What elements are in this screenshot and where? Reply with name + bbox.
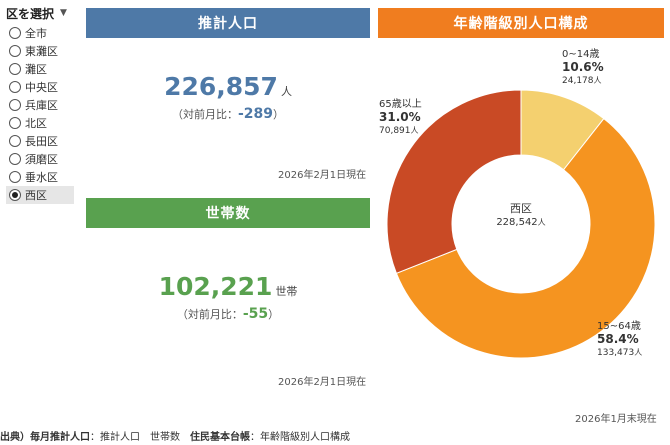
- segment-pct: 31.0%: [379, 110, 421, 124]
- segment-label-elderly: 65歳以上 31.0% 70,891人: [379, 98, 422, 138]
- segment-name: 0~14歳: [562, 49, 600, 60]
- households-diff-prefix: （対前月比：: [176, 308, 243, 321]
- population-header: 推計人口: [86, 8, 370, 38]
- households-diff-value: -55: [242, 306, 269, 322]
- district-radio-label: 中央区: [25, 81, 58, 94]
- district-radio-item[interactable]: 全市: [0, 24, 80, 42]
- population-diff: （対前月比：-289）: [86, 106, 370, 122]
- households-value-block: 102,221 世帯: [86, 272, 370, 301]
- households-as-of: 2026年2月1日現在: [278, 377, 367, 388]
- segment-unit: 人: [410, 126, 419, 135]
- district-radio-item[interactable]: 長田区: [0, 132, 80, 150]
- segment-unit: 人: [593, 76, 602, 85]
- radio-button-icon[interactable]: [9, 171, 21, 183]
- district-selector: 区を選択 ▼ 全市東灘区灘区中央区兵庫区北区長田区須磨区垂水区西区: [0, 4, 80, 204]
- age-chart-as-of: 2026年1月末現在: [575, 414, 657, 425]
- segment-name: 15~64歳: [597, 321, 641, 332]
- donut-center-name: 西区: [510, 202, 532, 215]
- age-chart-header: 年齢階級別人口構成: [378, 8, 664, 38]
- population-value-block: 226,857 人: [86, 72, 370, 101]
- district-radio-item[interactable]: 西区: [6, 186, 74, 204]
- district-radio-label: 北区: [25, 117, 47, 130]
- footer-text-2: ：年齢階級別人口構成: [250, 432, 350, 443]
- district-selector-title: 区を選択: [6, 6, 55, 21]
- households-diff-suffix: ）: [268, 308, 280, 321]
- district-radio-label: 西区: [25, 189, 47, 202]
- district-radio-label: 灘区: [25, 63, 47, 76]
- segment-people: 133,473: [597, 348, 635, 358]
- district-radio-item[interactable]: 北区: [0, 114, 80, 132]
- households-diff: （対前月比：-55）: [86, 306, 370, 322]
- district-radio-item[interactable]: 東灘区: [0, 42, 80, 60]
- radio-button-icon[interactable]: [9, 189, 21, 201]
- district-radio-item[interactable]: 須磨区: [0, 150, 80, 168]
- segment-pct: 10.6%: [562, 60, 604, 74]
- radio-button-icon[interactable]: [9, 27, 21, 39]
- donut-center-label: 西区 228,542人: [462, 202, 580, 230]
- radio-button-icon[interactable]: [9, 135, 21, 147]
- footer-source-label: 出典）: [0, 432, 30, 443]
- district-radio-label: 長田区: [25, 135, 58, 148]
- district-radio-item[interactable]: 灘区: [0, 60, 80, 78]
- households-value: 102,221: [158, 272, 273, 301]
- district-radio-label: 垂水区: [25, 171, 58, 184]
- population-value: 226,857: [164, 72, 278, 101]
- segment-label-child: 0~14歳 10.6% 24,178人: [562, 48, 604, 88]
- donut-center-unit: 人: [537, 218, 546, 227]
- segment-pct: 58.4%: [597, 332, 639, 346]
- district-radio-label: 東灘区: [25, 45, 58, 58]
- population-diff-value: -289: [237, 106, 274, 122]
- donut-center-value: 228,542: [496, 217, 538, 228]
- source-footer: 出典）毎月推計人口：推計人口 世帯数 住民基本台帳：年齢階級別人口構成: [0, 428, 350, 443]
- segment-name: 65歳以上: [379, 99, 422, 110]
- radio-button-icon[interactable]: [9, 153, 21, 165]
- donut-segment-elderly[interactable]: [386, 89, 522, 274]
- district-radio-item[interactable]: 中央区: [0, 78, 80, 96]
- footer-source-2: 住民基本台帳: [190, 432, 250, 443]
- segment-label-working: 15~64歳 58.4% 133,473人: [597, 320, 642, 360]
- population-unit: 人: [280, 85, 292, 98]
- district-radio-label: 須磨区: [25, 153, 58, 166]
- population-diff-prefix: （対前月比：: [171, 108, 238, 121]
- radio-button-icon[interactable]: [9, 63, 21, 75]
- population-diff-suffix: ）: [273, 108, 285, 121]
- district-radio-item[interactable]: 垂水区: [0, 168, 80, 186]
- radio-button-icon[interactable]: [9, 81, 21, 93]
- footer-text-1: ：推計人口 世帯数: [90, 432, 190, 443]
- footer-source-1: 毎月推計人口: [30, 432, 90, 443]
- radio-button-icon[interactable]: [9, 45, 21, 57]
- radio-button-icon[interactable]: [9, 99, 21, 111]
- population-as-of: 2026年2月1日現在: [278, 170, 367, 181]
- segment-people: 70,891: [379, 126, 411, 136]
- district-radio-label: 兵庫区: [25, 99, 58, 112]
- households-unit: 世帯: [275, 285, 298, 298]
- district-selector-header[interactable]: 区を選択 ▼: [0, 4, 80, 22]
- donut-segment-working[interactable]: [395, 117, 656, 359]
- district-radio-label: 全市: [25, 27, 47, 40]
- households-header: 世帯数: [86, 198, 370, 228]
- segment-unit: 人: [634, 348, 643, 357]
- segment-people: 24,178: [562, 76, 594, 86]
- district-radio-item[interactable]: 兵庫区: [0, 96, 80, 114]
- district-radio-list: 全市東灘区灘区中央区兵庫区北区長田区須磨区垂水区西区: [0, 24, 80, 204]
- radio-button-icon[interactable]: [9, 117, 21, 129]
- chevron-down-icon[interactable]: ▼: [60, 8, 67, 18]
